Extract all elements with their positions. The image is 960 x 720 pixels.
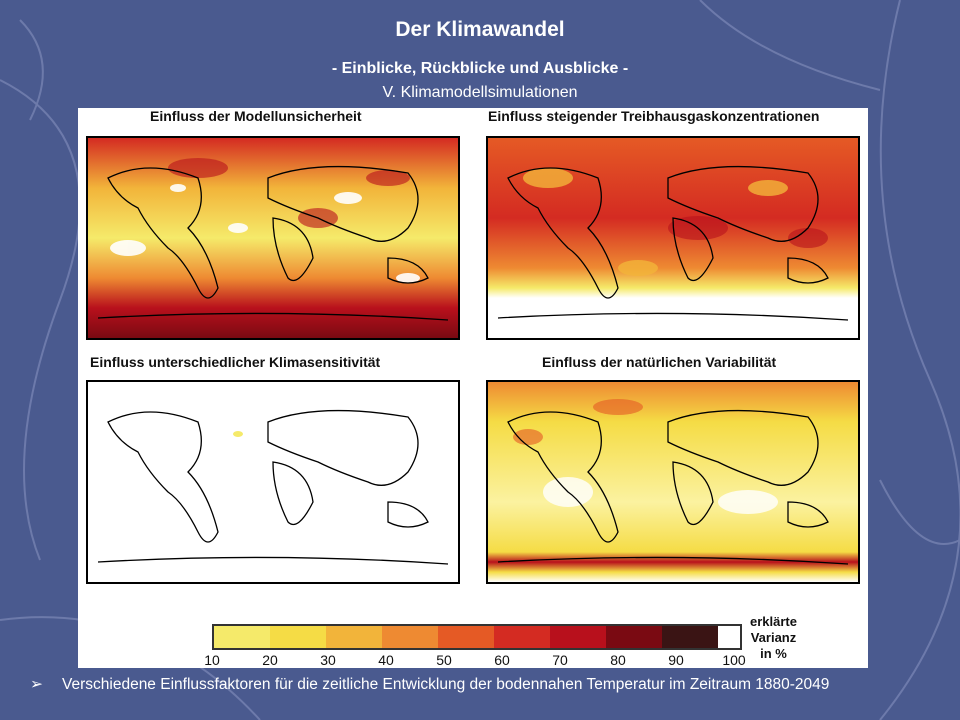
legend-tick-label: 50 xyxy=(436,652,452,668)
legend-note-line3: in % xyxy=(760,646,787,661)
panel-title-greenhouse: Einfluss steigender Treibhausgaskonzentr… xyxy=(488,108,820,124)
legend-tick-label: 100 xyxy=(722,652,746,668)
legend-note-line1: erklärte xyxy=(750,614,797,629)
legend-swatch xyxy=(214,626,270,648)
slide-title: Der Klimawandel xyxy=(395,18,565,41)
map-natural-variability xyxy=(486,380,860,584)
legend-swatch xyxy=(494,626,550,648)
legend-tick-labels: 10 20 30 40 50 60 70 80 90 100 xyxy=(204,650,746,670)
arrow-bullet-icon: ➢ xyxy=(30,676,43,693)
bullet-text: Verschiedene Einflussfaktoren für die ze… xyxy=(62,676,830,693)
legend-swatch xyxy=(662,626,718,648)
legend-swatch xyxy=(550,626,606,648)
legend-swatch xyxy=(326,626,382,648)
legend-note: erklärte Varianz in % xyxy=(750,614,797,662)
map-model-uncertainty xyxy=(86,136,460,340)
legend-tick-label: 20 xyxy=(262,652,278,668)
panel-title-climate-sensitivity: Einfluss unterschiedlicher Klimasensitiv… xyxy=(90,354,381,370)
climate-figure: Einfluss der Modellunsicherheit xyxy=(78,108,868,668)
section-title: V. Klimamodellsimulationen xyxy=(382,84,578,101)
legend-swatch xyxy=(606,626,662,648)
legend-tick-label: 60 xyxy=(494,652,510,668)
legend-tick-label: 80 xyxy=(610,652,626,668)
legend-color-scale xyxy=(212,624,742,650)
legend-swatch xyxy=(438,626,494,648)
color-legend: 10 20 30 40 50 60 70 80 90 100 xyxy=(204,624,746,670)
legend-swatch xyxy=(270,626,326,648)
map-climate-sensitivity xyxy=(86,380,460,584)
panel-title-natural-variability: Einfluss der natürlichen Variabilität xyxy=(542,354,777,370)
panel-title-model-uncertainty: Einfluss der Modellunsicherheit xyxy=(150,108,362,124)
map-greenhouse xyxy=(486,136,860,340)
legend-note-line2: Varianz xyxy=(750,630,797,645)
legend-tick-label: 10 xyxy=(204,652,220,668)
legend-tick-label: 40 xyxy=(378,652,394,668)
legend-tick-label: 30 xyxy=(320,652,336,668)
legend-swatch xyxy=(382,626,438,648)
slide-subtitle: - Einblicke, Rückblicke und Ausblicke - xyxy=(331,60,629,77)
legend-tick-label: 70 xyxy=(552,652,568,668)
legend-tick-label: 90 xyxy=(668,652,684,668)
